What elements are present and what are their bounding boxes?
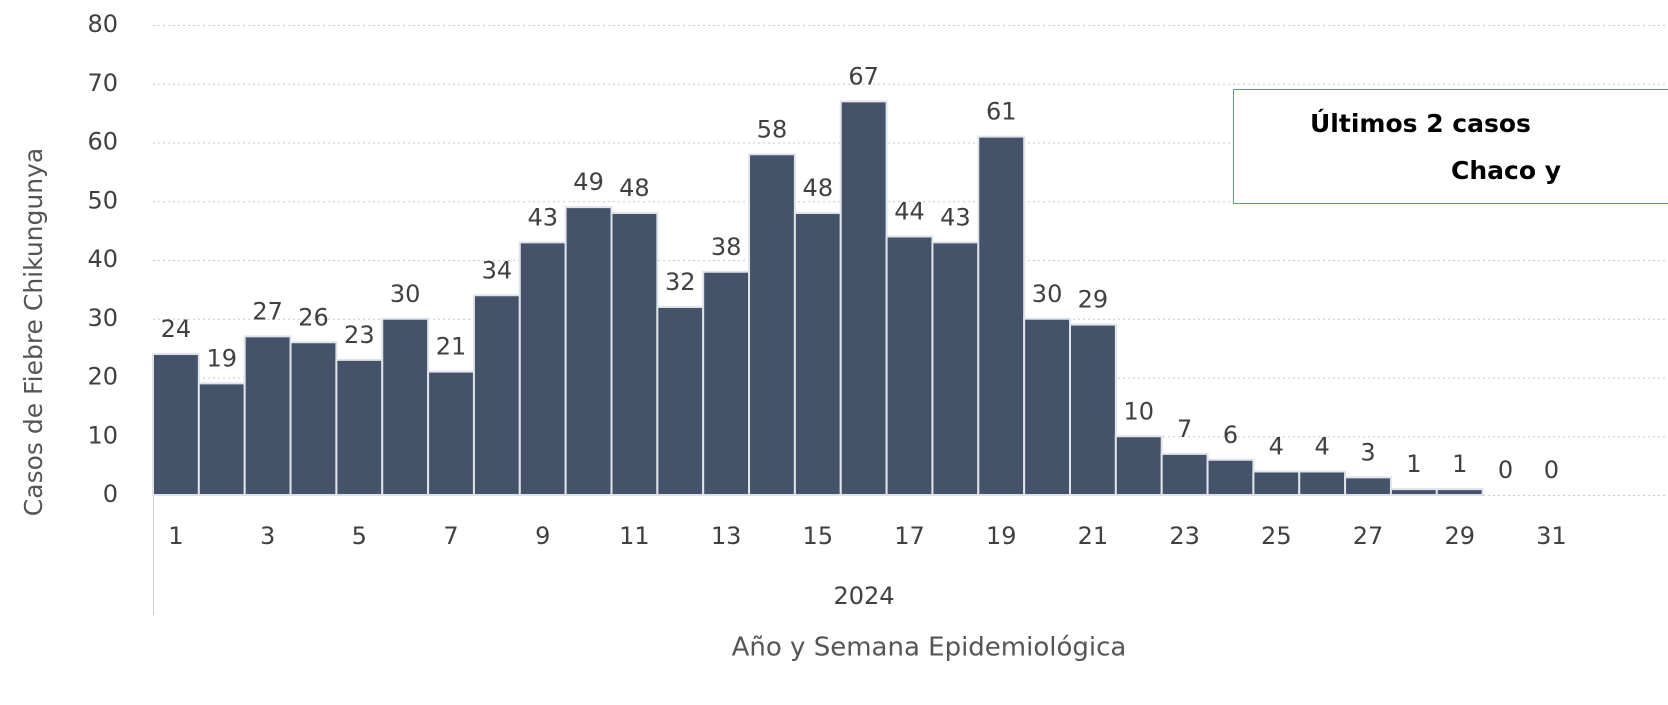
bar xyxy=(1298,470,1347,496)
data-label: 61 xyxy=(986,98,1017,126)
group-label: 2024 xyxy=(833,582,894,610)
bar xyxy=(335,358,384,496)
data-label: 4 xyxy=(1315,433,1330,461)
bar xyxy=(1160,452,1209,496)
bar xyxy=(610,212,659,496)
data-label: 30 xyxy=(390,280,421,308)
x-tick-label: 5 xyxy=(352,522,367,550)
data-label: 1 xyxy=(1452,450,1467,478)
bar xyxy=(1114,435,1163,496)
data-label: 30 xyxy=(1032,280,1063,308)
y-tick-label: 40 xyxy=(87,245,118,273)
data-label: 0 xyxy=(1498,456,1513,484)
x-tick-label: 23 xyxy=(1169,522,1200,550)
x-tick-label: 13 xyxy=(711,522,742,550)
bar xyxy=(1069,323,1117,496)
y-tick-label: 60 xyxy=(87,128,118,156)
y-tick-label: 70 xyxy=(87,69,118,97)
x-tick-label: 29 xyxy=(1444,522,1475,550)
y-tick-label: 50 xyxy=(87,186,118,214)
data-label: 32 xyxy=(665,268,696,296)
bar xyxy=(564,206,613,496)
data-label: 58 xyxy=(757,115,788,143)
data-label: 34 xyxy=(482,256,513,284)
x-tick-label: 21 xyxy=(1078,522,1109,550)
x-tick-label: 17 xyxy=(894,522,925,550)
data-label: 0 xyxy=(1544,456,1559,484)
x-tick-label: 11 xyxy=(619,522,650,550)
data-label: 38 xyxy=(711,233,742,261)
data-label: 43 xyxy=(940,203,971,231)
bar xyxy=(885,235,934,496)
data-label: 4 xyxy=(1269,433,1284,461)
bar xyxy=(152,353,200,496)
y-tick-label: 10 xyxy=(87,421,118,449)
data-label: 43 xyxy=(527,203,558,231)
annotation-text: Chaco y xyxy=(1451,156,1561,185)
data-label: 44 xyxy=(894,198,925,226)
x-tick-label: 15 xyxy=(803,522,834,550)
bar xyxy=(1252,470,1301,496)
y-tick-label: 30 xyxy=(87,304,118,332)
annotation-box xyxy=(1233,89,1668,204)
data-label: 48 xyxy=(619,174,650,202)
bar xyxy=(656,306,705,496)
bar xyxy=(702,270,751,496)
data-label: 67 xyxy=(848,62,879,90)
data-label: 27 xyxy=(252,297,283,325)
bar xyxy=(243,335,292,496)
bar xyxy=(1389,488,1438,496)
bar xyxy=(472,294,521,496)
x-axis-title: Año y Semana Epidemiológica xyxy=(732,633,1127,663)
data-label: 23 xyxy=(344,321,375,349)
bar xyxy=(839,100,888,496)
bar xyxy=(748,153,796,496)
bar xyxy=(793,212,842,496)
y-tick-label: 20 xyxy=(87,363,118,391)
x-tick-label: 31 xyxy=(1536,522,1567,550)
x-tick-label: 7 xyxy=(443,522,458,550)
data-label: 26 xyxy=(298,303,329,331)
data-label: 3 xyxy=(1360,438,1375,466)
y-tick-label: 0 xyxy=(103,480,118,508)
bar xyxy=(1023,317,1072,496)
data-label: 7 xyxy=(1177,415,1192,443)
x-tick-label: 25 xyxy=(1261,522,1292,550)
bar xyxy=(1344,476,1392,496)
data-label: 1 xyxy=(1406,450,1421,478)
bar xyxy=(197,382,246,496)
bar xyxy=(518,241,567,496)
data-label: 6 xyxy=(1223,421,1238,449)
bar xyxy=(289,341,338,496)
data-label: 29 xyxy=(1078,286,1109,314)
y-axis-title: Casos de Fiebre Chikungunya xyxy=(19,148,48,516)
data-label: 19 xyxy=(207,344,238,372)
bar xyxy=(427,370,475,496)
data-label: 21 xyxy=(436,333,467,361)
data-label: 48 xyxy=(803,174,834,202)
x-tick-label: 9 xyxy=(535,522,550,550)
y-tick-label: 80 xyxy=(87,10,118,38)
x-tick-label: 19 xyxy=(986,522,1017,550)
annotation-text: Últimos 2 casos xyxy=(1310,108,1531,138)
data-label: 10 xyxy=(1124,397,1155,425)
bar xyxy=(977,135,1026,496)
bar xyxy=(1435,488,1484,496)
x-tick-label: 1 xyxy=(168,522,183,550)
data-label: 24 xyxy=(161,315,192,343)
x-tick-label: 3 xyxy=(260,522,275,550)
data-label: 49 xyxy=(573,168,604,196)
bar xyxy=(931,241,980,496)
x-tick-label: 27 xyxy=(1353,522,1384,550)
bar xyxy=(381,317,430,496)
bar xyxy=(1206,458,1255,496)
